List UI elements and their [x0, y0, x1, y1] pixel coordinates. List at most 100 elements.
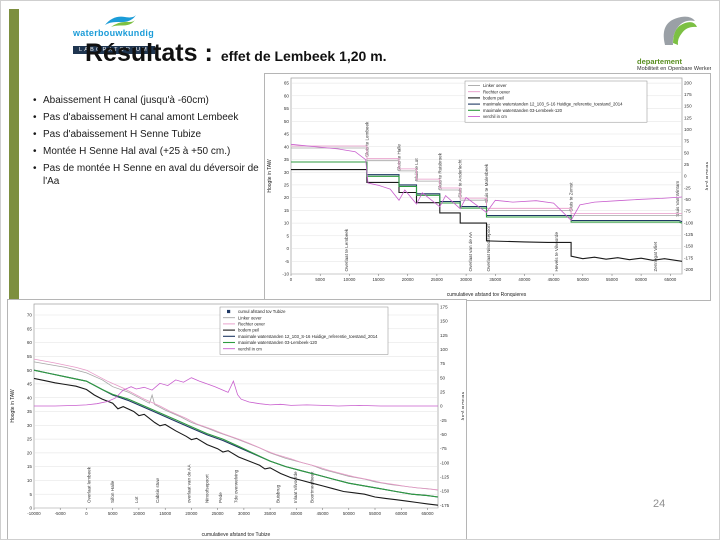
svg-text:maximale waterstanden 03-Lembe: maximale waterstanden 03-Lembeek-120 [238, 340, 318, 345]
svg-text:Hoogte in TAW: Hoogte in TAW [10, 389, 16, 423]
svg-text:5: 5 [286, 233, 289, 238]
svg-text:45: 45 [27, 382, 33, 387]
svg-text:-10000: -10000 [27, 511, 41, 516]
svg-text:60000: 60000 [395, 511, 408, 516]
svg-text:10000: 10000 [133, 511, 146, 516]
svg-text:Lot: Lot [134, 496, 139, 503]
svg-text:0: 0 [29, 506, 32, 511]
svg-text:10: 10 [27, 478, 33, 483]
svg-text:overlaat van de AA: overlaat van de AA [186, 464, 191, 503]
svg-text:0: 0 [684, 174, 687, 179]
svg-text:Boortmeerbeek: Boortmeerbeek [310, 471, 315, 503]
svg-text:10: 10 [284, 221, 290, 226]
svg-text:Buisbrug: Buisbrug [276, 484, 281, 503]
svg-text:10000: 10000 [343, 277, 356, 282]
svg-text:Pede: Pede [218, 492, 223, 503]
svg-text:Sluis te Molenbeek: Sluis te Molenbeek [484, 163, 489, 203]
svg-text:25000: 25000 [212, 511, 225, 516]
svg-text:0: 0 [290, 277, 293, 282]
svg-text:-100: -100 [440, 460, 450, 465]
svg-text:40000: 40000 [518, 277, 531, 282]
department-sublabel: Mobiliteit en Openbare Werken [637, 66, 711, 72]
svg-text:-175: -175 [440, 503, 450, 508]
svg-text:Sluis te Zemst: Sluis te Zemst [569, 182, 574, 212]
svg-text:30000: 30000 [238, 511, 251, 516]
department-label: departement [637, 57, 683, 66]
svg-text:45000: 45000 [317, 511, 330, 516]
svg-text:Verschil (cm): Verschil (cm) [704, 162, 708, 191]
svg-text:verchil in cm: verchil in cm [483, 114, 507, 119]
svg-text:65: 65 [284, 81, 290, 86]
svg-text:60: 60 [27, 340, 33, 345]
svg-text:-150: -150 [440, 489, 450, 494]
svg-text:Ninoofsepoort: Ninoofsepoort [205, 474, 210, 503]
svg-text:maximale waterstanden 12_103_S: maximale waterstanden 12_103_S-16 Huidig… [483, 102, 623, 107]
svg-text:25: 25 [684, 162, 690, 167]
svg-text:Sluis Van Wintam: Sluis Van Wintam [675, 181, 680, 217]
svg-text:25: 25 [284, 183, 290, 188]
slide-title: Résultats : effet de Lembeek 1,20 m. [85, 39, 387, 68]
svg-text:65000: 65000 [664, 277, 677, 282]
svg-text:35: 35 [284, 157, 290, 162]
svg-text:Rechter oever: Rechter oever [238, 322, 266, 327]
svg-text:0: 0 [440, 404, 443, 409]
svg-text:Sluis te Lembeek: Sluis te Lembeek [364, 121, 369, 157]
svg-text:15: 15 [284, 208, 290, 213]
bullet-item: Abaissement H canal (jusqu'à -60cm) [31, 95, 269, 108]
svg-text:7de overwelving: 7de overwelving [234, 469, 239, 503]
svg-text:Overlaat van de AA: Overlaat van de AA [468, 231, 473, 272]
svg-text:Sifon Halle: Sifon Halle [110, 480, 115, 503]
svg-text:Linker oever: Linker oever [483, 83, 507, 88]
lab-logo-line2: LABORATORIUM [73, 46, 155, 54]
svg-text:50000: 50000 [577, 277, 590, 282]
svg-text:cumulatieve afstand tov Ronqui: cumulatieve afstand tov Ronquieres [447, 292, 527, 298]
svg-text:35000: 35000 [264, 511, 277, 516]
svg-text:175: 175 [684, 92, 692, 97]
svg-text:-175: -175 [684, 255, 694, 260]
flanders-department-icon [663, 16, 697, 45]
title-sub: effet de Lembeek 1,20 m. [220, 48, 387, 64]
svg-text:-25: -25 [440, 418, 447, 423]
svg-text:200: 200 [684, 80, 692, 85]
svg-text:45000: 45000 [548, 277, 561, 282]
svg-text:cumulatieve afstand tov Tubize: cumulatieve afstand tov Tubize [202, 532, 271, 538]
bullet-list: Abaissement H canal (jusqu'à -60cm) Pas d… [31, 95, 269, 193]
svg-text:30: 30 [27, 423, 33, 428]
canal-chart-svg: 65605550454035302520151050-5-10200175150… [267, 77, 708, 298]
svg-text:-125: -125 [684, 232, 694, 237]
svg-text:Verschil (cm): Verschil (cm) [460, 392, 464, 421]
svg-text:-100: -100 [684, 220, 694, 225]
svg-text:-200: -200 [684, 267, 694, 272]
svg-text:Hevels te Vilvoorde: Hevels te Vilvoorde [554, 232, 559, 272]
svg-text:65: 65 [27, 326, 33, 331]
svg-text:5000: 5000 [108, 511, 118, 516]
svg-text:50: 50 [27, 368, 33, 373]
svg-text:125: 125 [684, 115, 692, 120]
svg-text:Sluis te Ruisbroek: Sluis te Ruisbroek [437, 152, 442, 190]
svg-text:15000: 15000 [373, 277, 386, 282]
svg-text:25: 25 [440, 389, 446, 394]
svg-text:20000: 20000 [402, 277, 415, 282]
svg-text:0: 0 [286, 246, 289, 251]
svg-text:-50: -50 [684, 197, 691, 202]
svg-text:-75: -75 [684, 209, 691, 214]
svg-text:45: 45 [284, 132, 290, 137]
svg-text:30: 30 [284, 170, 290, 175]
svg-text:5000: 5000 [315, 277, 325, 282]
svg-text:55000: 55000 [606, 277, 619, 282]
svg-text:25000: 25000 [431, 277, 444, 282]
svg-text:35000: 35000 [489, 277, 502, 282]
svg-text:60000: 60000 [635, 277, 648, 282]
svg-text:100: 100 [440, 347, 448, 352]
svg-text:-25: -25 [684, 185, 691, 190]
svg-text:125: 125 [440, 333, 448, 338]
page-number: 24 [653, 498, 666, 510]
svg-text:50000: 50000 [343, 511, 356, 516]
svg-text:55: 55 [284, 106, 290, 111]
svg-text:5: 5 [29, 492, 32, 497]
department-logo: departement Mobiliteit en Openbare Werke… [637, 11, 713, 72]
svg-text:Zennegat Vliet: Zennegat Vliet [653, 241, 658, 271]
svg-text:40: 40 [27, 395, 33, 400]
svg-text:Sluis te Halle: Sluis te Halle [397, 144, 402, 171]
